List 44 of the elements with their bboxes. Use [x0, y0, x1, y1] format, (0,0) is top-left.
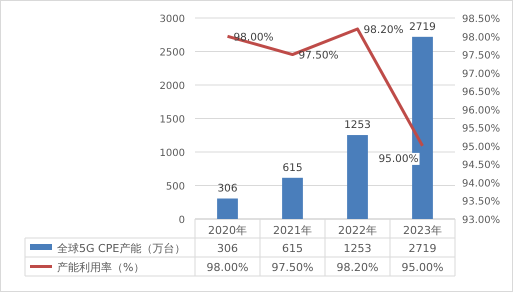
- y-tick-label: 3000: [160, 14, 185, 25]
- data-label: 306: [217, 242, 238, 255]
- data-label: 2719: [408, 242, 436, 255]
- y-tick-label: 0: [178, 215, 185, 226]
- data-label: 615: [282, 242, 303, 255]
- text: 2719: [409, 20, 436, 33]
- y-tick-label: 500: [166, 182, 185, 192]
- text: 97.50%: [298, 50, 339, 62]
- y-tick-label: 1500: [160, 114, 185, 126]
- x-tick-label: 2023年: [403, 224, 442, 237]
- y2-tick-label: 98.50%: [462, 14, 500, 25]
- y2-tick-label: 94.00%: [462, 178, 500, 190]
- y2-tick-label: 98.00%: [462, 32, 500, 44]
- y2-tick-label: 93.50%: [462, 196, 500, 208]
- y-tick-label: 2000: [160, 81, 185, 92]
- y2-tick-label: 94.50%: [462, 160, 500, 172]
- y2-tick-label: 97.00%: [462, 68, 500, 80]
- text: 95.00%: [378, 152, 418, 165]
- text: 1253: [344, 119, 371, 132]
- data-label: 98.00%: [206, 261, 248, 274]
- data-label: 95.00%: [402, 261, 444, 274]
- y2-tick-label: 96.00%: [462, 105, 500, 116]
- y-tick-label: 2500: [160, 48, 185, 58]
- y-tick-label: 1000: [160, 148, 185, 159]
- bar: [217, 198, 238, 219]
- data-label: 1253: [344, 242, 372, 255]
- y2-tick-label: 93.00%: [462, 215, 500, 226]
- bar: [347, 135, 368, 219]
- bar: [282, 178, 303, 219]
- y2-tick-label: 97.50%: [462, 50, 500, 62]
- y2-tick-label: 96.50%: [462, 87, 500, 98]
- x-tick-label: 2020年: [208, 224, 247, 237]
- text: 98.20%: [364, 24, 404, 36]
- y2-tick-label: 95.00%: [462, 142, 500, 153]
- text: 615: [282, 162, 303, 174]
- y2-tick-label: 95.50%: [462, 124, 500, 135]
- legend-label: 产能利用率（%）: [57, 261, 144, 274]
- text: 306: [217, 182, 238, 194]
- x-tick-label: 2022年: [338, 224, 377, 237]
- text: 98.00%: [234, 31, 274, 44]
- data-label: 97.50%: [272, 261, 314, 274]
- legend-label: 全球5G CPE产能（万台）: [57, 242, 186, 255]
- x-tick-label: 2021年: [273, 224, 312, 237]
- data-label: 98.20%: [336, 261, 378, 274]
